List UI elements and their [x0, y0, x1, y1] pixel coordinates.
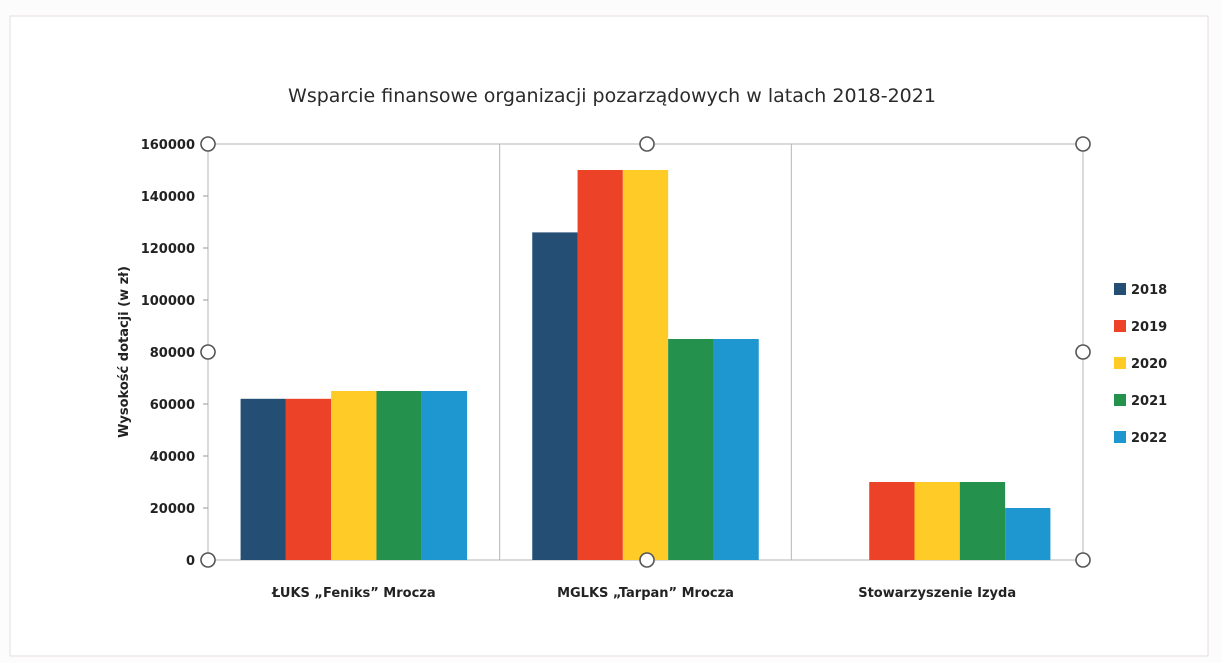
bar-2019: [869, 482, 915, 560]
bar-2022: [713, 339, 759, 560]
legend-label-2019: 2019: [1131, 320, 1167, 335]
legend-swatch-2022: [1114, 431, 1126, 443]
y-tick-label: 160000: [141, 138, 195, 153]
resize-handle[interactable]: [1075, 552, 1091, 568]
legend-swatch-2021: [1114, 394, 1126, 406]
bar-2019: [285, 398, 332, 560]
y-tick-label: 0: [186, 554, 195, 569]
bar-2022: [1005, 508, 1051, 560]
y-tick-label: 60000: [150, 398, 195, 413]
resize-handle[interactable]: [200, 136, 216, 152]
bar-2021: [959, 482, 1006, 560]
bar-2018: [240, 398, 286, 560]
bar-2020: [331, 391, 377, 560]
bar-2019: [577, 170, 623, 560]
resize-handle[interactable]: [200, 344, 216, 360]
legend-label-2021: 2021: [1131, 394, 1167, 409]
y-tick-label: 120000: [141, 242, 195, 257]
legend-swatch-2019: [1114, 320, 1126, 332]
bar-2020: [914, 482, 960, 560]
selection-handles[interactable]: [200, 136, 1091, 568]
legend: 2018 2019 2020 2021 2022: [1114, 283, 1167, 446]
y-tick-label: 100000: [141, 294, 195, 309]
resize-handle[interactable]: [639, 552, 655, 568]
legend-label-2022: 2022: [1131, 431, 1167, 446]
resize-handle[interactable]: [200, 552, 216, 568]
y-tick-label: 80000: [150, 346, 195, 361]
plot-area: 0 20000 40000 60000 80000 100000 120000 140000 1…: [141, 138, 1084, 601]
bar-2021: [376, 391, 422, 560]
chart-title: Wsparcie finansowe organizacji pozarządo…: [288, 85, 936, 107]
x-tick-label: Stowarzyszenie Izyda: [858, 586, 1016, 601]
bar-2018: [532, 232, 578, 560]
y-axis-label: Wysokość dotacji (w zł): [117, 266, 132, 438]
bar-2020: [622, 170, 669, 560]
x-tick-label: ŁUKS „Feniks” Mrocza: [271, 586, 436, 601]
bar-2021: [668, 339, 714, 560]
y-tick-label: 140000: [141, 190, 195, 205]
y-tick-label: 20000: [150, 502, 195, 517]
legend-label-2020: 2020: [1131, 357, 1167, 372]
legend-swatch-2018: [1114, 283, 1126, 295]
legend-swatch-2020: [1114, 357, 1126, 369]
x-tick-label: MGLKS „Tarpan” Mrocza: [557, 586, 734, 601]
y-tick-label: 40000: [150, 450, 195, 465]
resize-handle[interactable]: [1075, 344, 1091, 360]
bar-2022: [421, 391, 468, 560]
resize-handle[interactable]: [639, 136, 655, 152]
legend-label-2018: 2018: [1131, 283, 1167, 298]
resize-handle[interactable]: [1075, 136, 1091, 152]
